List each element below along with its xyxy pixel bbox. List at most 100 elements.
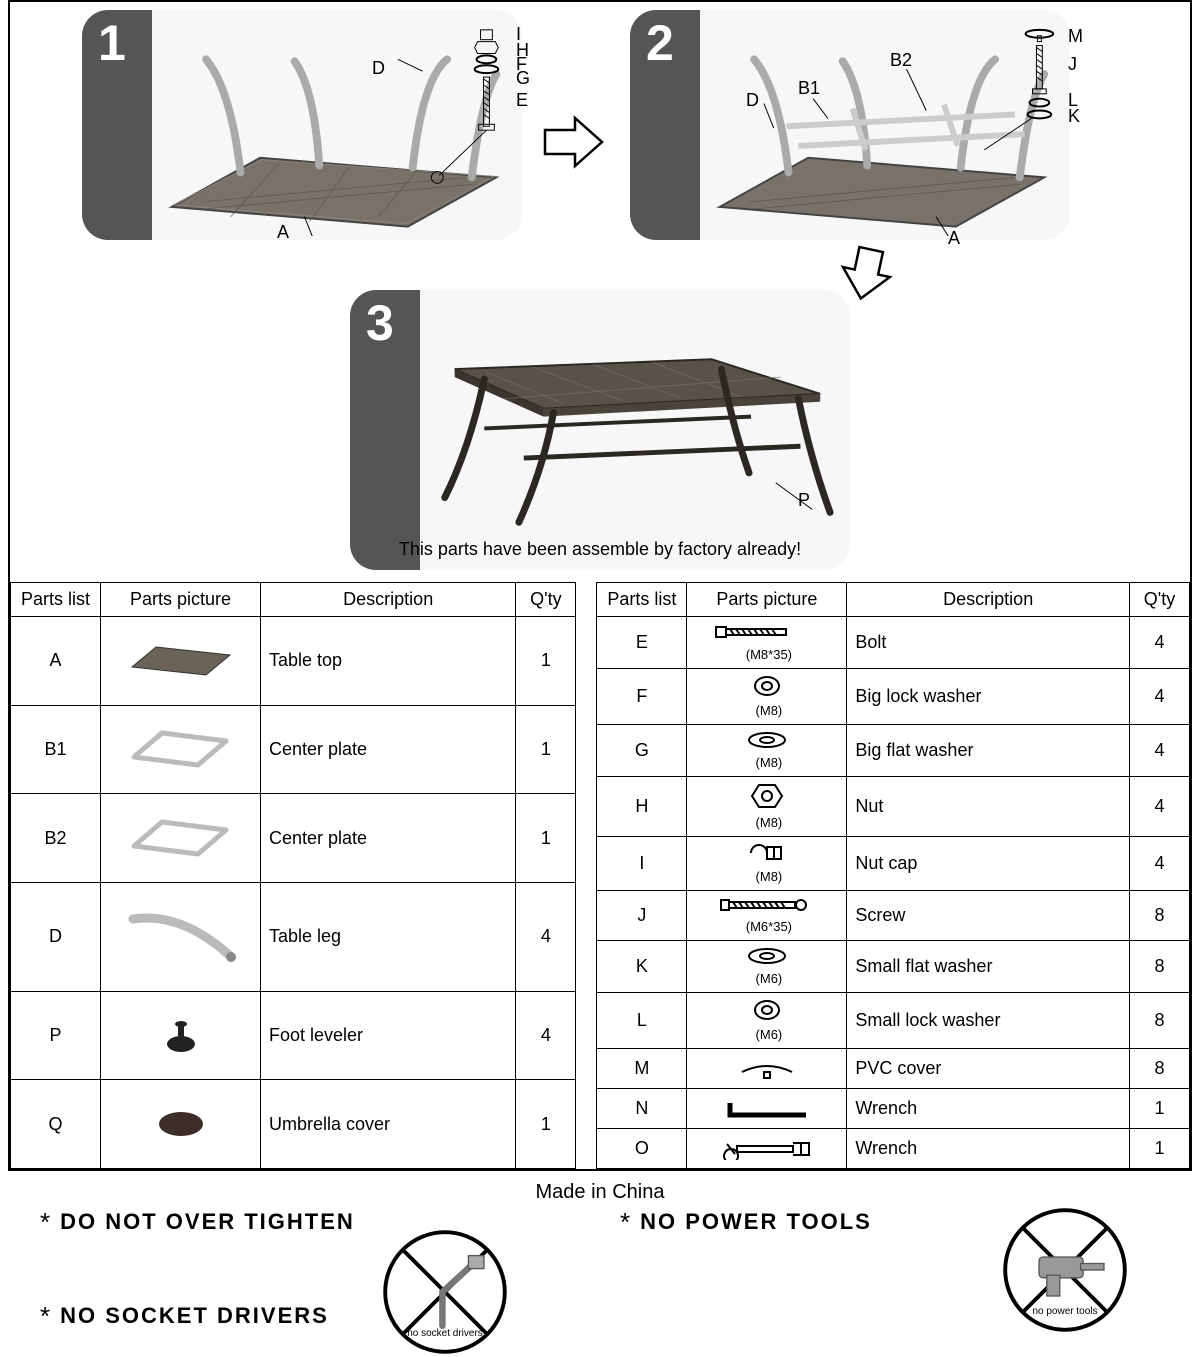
label-P: P bbox=[798, 490, 810, 511]
table-row: PFoot leveler4 bbox=[11, 991, 576, 1080]
part-qty: 1 bbox=[516, 705, 576, 794]
part-id: P bbox=[11, 991, 101, 1080]
part-desc: Nut bbox=[847, 777, 1130, 837]
part-picture: (M6*35) bbox=[687, 891, 847, 941]
noc2-label: no power tools bbox=[1000, 1306, 1130, 1317]
table-row: QUmbrella cover1 bbox=[11, 1080, 576, 1169]
part-qty: 4 bbox=[1130, 725, 1190, 777]
part-picture: (M6) bbox=[687, 993, 847, 1049]
table-row: J(M6*35)Screw8 bbox=[597, 891, 1190, 941]
part-desc: Table leg bbox=[261, 882, 516, 991]
part-picture bbox=[687, 1089, 847, 1129]
th-parts-list: Parts list bbox=[11, 583, 101, 617]
part-desc: Small flat washer bbox=[847, 941, 1130, 993]
step-1-panel: 1 bbox=[82, 10, 522, 240]
made-in: Made in China bbox=[40, 1181, 1160, 1204]
part-picture: (M8) bbox=[687, 837, 847, 891]
table-row: I(M8)Nut cap4 bbox=[597, 837, 1190, 891]
part-qty: 8 bbox=[1130, 941, 1190, 993]
steps-area: 1 bbox=[10, 2, 1190, 582]
part-picture bbox=[101, 705, 261, 794]
part-id: G bbox=[597, 725, 687, 777]
part-picture: (M8) bbox=[687, 669, 847, 725]
part-qty: 1 bbox=[1130, 1089, 1190, 1129]
arrow-right-icon bbox=[540, 112, 610, 172]
part-id: F bbox=[597, 669, 687, 725]
step3-note: This parts have been assemble by factory… bbox=[350, 539, 850, 560]
part-qty: 8 bbox=[1130, 1049, 1190, 1089]
table-row: L(M6)Small lock washer8 bbox=[597, 993, 1190, 1049]
part-id: L bbox=[597, 993, 687, 1049]
th-qty: Q'ty bbox=[1130, 583, 1190, 617]
part-id: M bbox=[597, 1049, 687, 1089]
label-D: D bbox=[746, 90, 759, 111]
step-number: 1 bbox=[98, 14, 126, 72]
step-number: 3 bbox=[366, 294, 394, 352]
th-qty: Q'ty bbox=[516, 583, 576, 617]
label-M: M bbox=[1068, 26, 1083, 47]
th-parts-list: Parts list bbox=[597, 583, 687, 617]
label-A: A bbox=[277, 222, 289, 243]
part-id: O bbox=[597, 1129, 687, 1169]
part-picture bbox=[687, 1129, 847, 1169]
part-picture bbox=[101, 991, 261, 1080]
th-picture: Parts picture bbox=[687, 583, 847, 617]
part-qty: 4 bbox=[1130, 617, 1190, 669]
warning-power-tools: *NO POWER TOOLS bbox=[620, 1207, 872, 1238]
part-desc: Foot leveler bbox=[261, 991, 516, 1080]
part-id: N bbox=[597, 1089, 687, 1129]
arrow-down-icon bbox=[836, 244, 896, 304]
part-desc: Umbrella cover bbox=[261, 1080, 516, 1169]
part-desc: Bolt bbox=[847, 617, 1130, 669]
part-desc: Table top bbox=[261, 617, 516, 706]
part-id: B2 bbox=[11, 794, 101, 883]
step-3-panel: 3 bbox=[350, 290, 850, 570]
table-row: B1Center plate1 bbox=[11, 705, 576, 794]
part-desc: Wrench bbox=[847, 1129, 1130, 1169]
part-id: I bbox=[597, 837, 687, 891]
table-row: MPVC cover8 bbox=[597, 1049, 1190, 1089]
part-picture bbox=[101, 882, 261, 991]
th-picture: Parts picture bbox=[101, 583, 261, 617]
label-B1: B1 bbox=[798, 78, 820, 99]
label-G: G bbox=[516, 68, 530, 89]
part-desc: Center plate bbox=[261, 705, 516, 794]
th-desc: Description bbox=[847, 583, 1130, 617]
table-row: E(M8*35)Bolt4 bbox=[597, 617, 1190, 669]
table-row: O Wrench1 bbox=[597, 1129, 1190, 1169]
part-picture bbox=[687, 1049, 847, 1089]
part-id: D bbox=[11, 882, 101, 991]
step-number: 2 bbox=[646, 14, 674, 72]
part-desc: Nut cap bbox=[847, 837, 1130, 891]
warning-socket-drivers: *NO SOCKET DRIVERS bbox=[40, 1301, 329, 1332]
part-id: J bbox=[597, 891, 687, 941]
step2-illustration bbox=[700, 20, 1064, 236]
table-row: B2 Center plate1 bbox=[11, 794, 576, 883]
part-desc: Screw bbox=[847, 891, 1130, 941]
parts-tables: Parts list Parts picture Description Q't… bbox=[10, 582, 1190, 1169]
label-D: D bbox=[372, 58, 385, 79]
warning-over-tighten: *DO NOT OVER TIGHTEN bbox=[40, 1207, 355, 1238]
part-desc: Small lock washer bbox=[847, 993, 1130, 1049]
part-qty: 1 bbox=[516, 794, 576, 883]
part-id: Q bbox=[11, 1080, 101, 1169]
part-id: H bbox=[597, 777, 687, 837]
part-id: K bbox=[597, 941, 687, 993]
table-row: F(M8)Big lock washer4 bbox=[597, 669, 1190, 725]
part-picture: (M8*35) bbox=[687, 617, 847, 669]
step-2-panel: 2 bbox=[630, 10, 1070, 240]
part-qty: 8 bbox=[1130, 891, 1190, 941]
label-B2: B2 bbox=[890, 50, 912, 71]
part-desc: Center plate bbox=[261, 794, 516, 883]
part-qty: 4 bbox=[516, 882, 576, 991]
step1-illustration bbox=[152, 20, 516, 236]
part-qty: 4 bbox=[1130, 837, 1190, 891]
th-desc: Description bbox=[261, 583, 516, 617]
part-qty: 4 bbox=[1130, 777, 1190, 837]
part-qty: 1 bbox=[1130, 1129, 1190, 1169]
part-picture bbox=[101, 617, 261, 706]
step3-illustration bbox=[425, 300, 840, 527]
part-desc: Wrench bbox=[847, 1089, 1130, 1129]
part-id: A bbox=[11, 617, 101, 706]
table-row: H(M8)Nut4 bbox=[597, 777, 1190, 837]
